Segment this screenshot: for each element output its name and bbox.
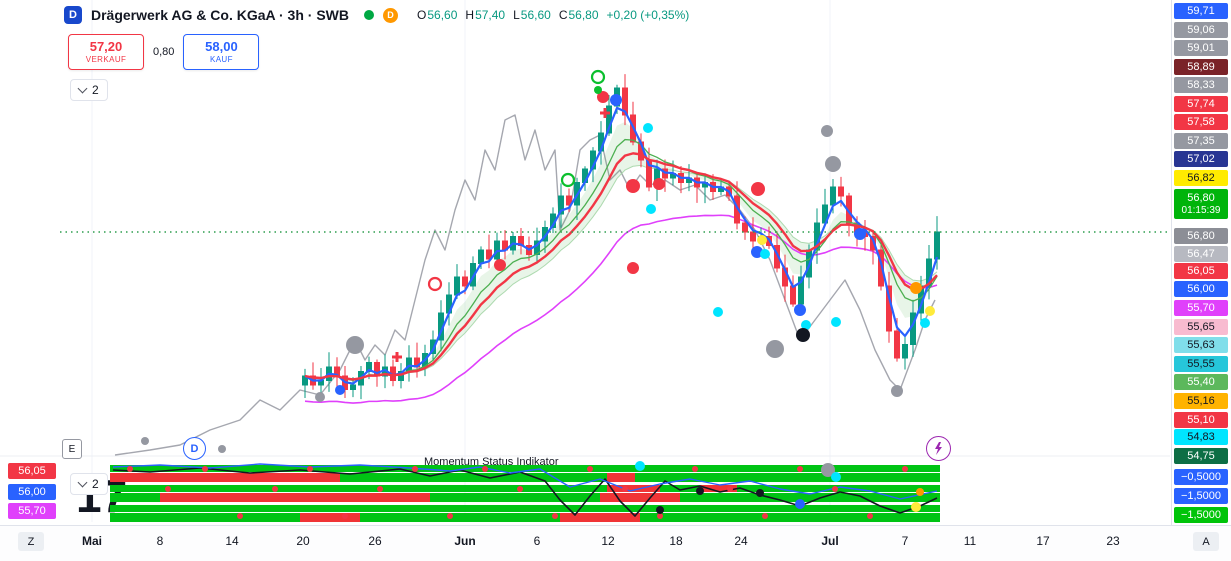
time-axis-label: 14	[225, 534, 239, 548]
chevron-down-icon	[77, 83, 88, 94]
time-axis-label: 7	[901, 534, 909, 548]
high-label: H	[465, 8, 475, 22]
time-axis-label: 20	[296, 534, 310, 548]
sell-label: VERKAUF	[85, 54, 127, 64]
momentum-indicator-count: 2	[92, 477, 99, 491]
price-axis-label: 54,75	[1174, 448, 1228, 464]
price-axis-label: 55,10	[1174, 412, 1228, 428]
e-event-badge[interactable]: E	[62, 439, 82, 459]
price-axis-label: −1,5000	[1174, 488, 1228, 504]
market-open-dot-icon	[364, 10, 375, 20]
time-axis-label: Jun	[454, 534, 476, 548]
open-label: O	[417, 8, 427, 22]
price-axis-label: 56,00	[1174, 281, 1228, 297]
low-value: 56,60	[520, 8, 551, 22]
left-price-label: 56,00	[8, 484, 56, 500]
timezone-button[interactable]: Z	[18, 532, 44, 551]
price-axis-label: 59,71	[1174, 3, 1228, 19]
price-axis-label: 58,33	[1174, 77, 1228, 93]
price-axis-label: 56,47	[1174, 246, 1228, 262]
time-axis-label: 6	[533, 534, 541, 548]
price-axis-label: 56,80 01:15:39	[1174, 189, 1228, 219]
price-axis-label: 59,06	[1174, 22, 1228, 38]
main-indicator-count: 2	[92, 83, 99, 97]
price-axis-label: 57,35	[1174, 133, 1228, 149]
countdown-timer: 01:15:39	[1181, 204, 1221, 216]
buy-price: 58,00	[205, 38, 238, 54]
price-axis-label: 57,02	[1174, 151, 1228, 167]
chart-header: D Drägerwerk AG & Co. KGaA · 3h · SWB D …	[64, 6, 689, 24]
left-price-label: 56,05	[8, 463, 56, 479]
time-axis-label: 24	[734, 534, 748, 548]
buy-label: KAUF	[209, 54, 233, 64]
time-axis-label: 17	[1036, 534, 1050, 548]
price-axis-label: 54,83	[1174, 429, 1228, 445]
symbol-logo-icon: D	[64, 6, 82, 24]
dividend-event-bubble[interactable]: D	[183, 437, 206, 460]
trade-panel: 57,20 VERKAUF 0,80 58,00 KAUF	[68, 34, 260, 70]
time-axis-label: 12	[601, 534, 615, 548]
time-axis-label: 11	[963, 534, 977, 548]
symbol-title[interactable]: Drägerwerk AG & Co. KGaA · 3h · SWB	[91, 7, 350, 23]
sell-button[interactable]: 57,20 VERKAUF	[68, 34, 144, 70]
spread-value: 0,80	[153, 46, 175, 58]
auto-scale-button[interactable]: A	[1193, 532, 1219, 551]
price-axis-label: 55,55	[1174, 356, 1228, 372]
main-chart[interactable]: 17	[0, 0, 1172, 526]
price-axis-label: 55,65	[1174, 319, 1228, 335]
price-change: +0,20 (+0,35%)	[606, 8, 690, 22]
price-axis-label: 55,16	[1174, 393, 1228, 409]
time-axis-label: 8	[156, 534, 164, 548]
low-label: L	[513, 8, 520, 22]
price-axis-label: 57,74	[1174, 96, 1228, 112]
main-pane-collapse-chip[interactable]: 2	[70, 79, 108, 101]
close-label: C	[558, 8, 568, 22]
time-axis-label: Jul	[821, 534, 839, 548]
close-value: 56,80	[568, 8, 599, 22]
price-axis-label: −0,5000	[1174, 469, 1228, 485]
momentum-pane-collapse-chip[interactable]: 2	[70, 473, 108, 495]
time-axis-label: Mai	[81, 534, 103, 548]
lightning-icon	[935, 442, 942, 455]
price-axis-label: 56,82	[1174, 170, 1228, 186]
price-axis-label: 55,70	[1174, 300, 1228, 316]
time-axis-label: 18	[669, 534, 683, 548]
price-axis-label: 59,01	[1174, 40, 1228, 56]
time-axis-label: 26	[368, 534, 382, 548]
sell-price: 57,20	[89, 38, 123, 54]
price-axis-label: 56,80	[1174, 228, 1228, 244]
time-axis-label: 23	[1106, 534, 1120, 548]
open-value: 56,60	[427, 8, 458, 22]
price-axis-label: 55,63	[1174, 337, 1228, 353]
lightning-event-badge[interactable]	[926, 436, 951, 461]
delayed-data-badge[interactable]: D	[383, 7, 399, 23]
high-value: 57,40	[475, 8, 506, 22]
time-axis[interactable]: Z A Mai 8 14 20 26 Jun 6 12 18 24 Jul 7 11 17 23	[0, 525, 1231, 561]
price-axis-label: 57,58	[1174, 114, 1228, 130]
price-axis-label: 58,89	[1174, 59, 1228, 75]
price-axis-label: 55,40	[1174, 374, 1228, 390]
price-axis[interactable]: 59,71 59,06 59,01 58,89 58,33 57,74 57,58 57,35…	[1171, 0, 1231, 526]
chevron-down-icon	[77, 477, 88, 488]
price-axis-label: 56,05	[1174, 263, 1228, 279]
ohlc-values: O 56,60 H 57,40 L 56,60 C 56,80 +0,20 (+0,35…	[417, 8, 689, 22]
left-price-label: 55,70	[8, 503, 56, 519]
price-axis-label: −1,5000	[1174, 507, 1228, 523]
buy-button[interactable]: 58,00 KAUF	[183, 34, 260, 70]
momentum-indicator-title[interactable]: Momentum Status Indikator	[424, 456, 559, 468]
